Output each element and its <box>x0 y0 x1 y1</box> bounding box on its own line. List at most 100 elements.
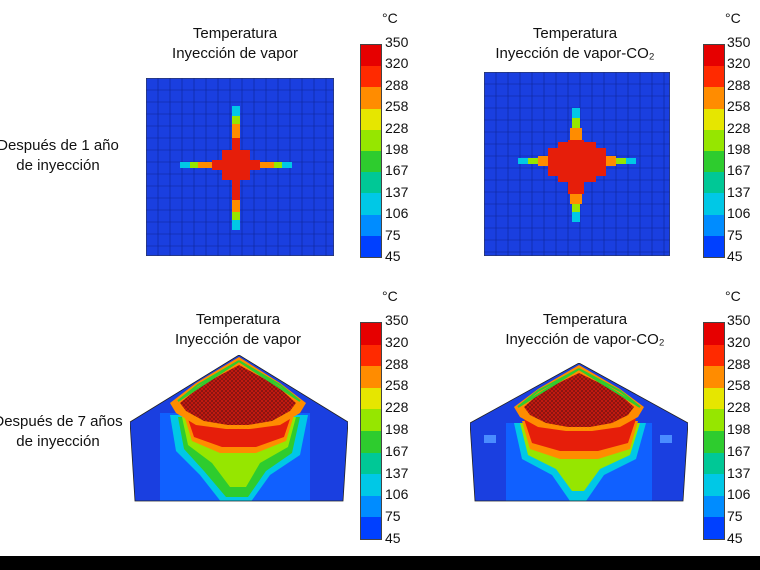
colorbar-unit-bottom-left: °C <box>382 288 398 304</box>
colorbar-tick-label: 198 <box>727 421 751 437</box>
colorbar-segment <box>361 214 381 236</box>
colorbar-tick-label: 320 <box>385 333 409 350</box>
colorbar-tick-label: 75 <box>385 508 401 525</box>
colorbar-segment <box>704 45 724 67</box>
colorbar-segment <box>361 409 381 431</box>
colorbar-segment <box>704 214 724 236</box>
colorbar-tick-label: 45 <box>727 530 743 546</box>
colorbar-tick-label: 350 <box>727 34 751 50</box>
panel-title-bottom-right: Temperatura Inyección de vapor-CO₂ <box>505 311 665 348</box>
colorbar-top-right <box>703 44 725 258</box>
hot-cross-steam-co2-1yr <box>518 108 636 222</box>
colorbar-segment <box>361 66 381 88</box>
colorbar-tick-label: 198 <box>727 141 751 157</box>
colorbar-tick-label: 198 <box>385 141 409 157</box>
colorbar-tick-label: 228 <box>727 119 751 136</box>
colorbar-tick-label: 258 <box>385 377 409 394</box>
colorbar-tick-label: 258 <box>385 98 409 115</box>
colorbar-segment <box>704 193 724 215</box>
colorbar-tick-label: 320 <box>727 55 751 72</box>
colorbar-ticks-bottom-left: 350 320 288 258 228 198 167 137 106 75 45 <box>385 312 435 550</box>
colorbar-segment <box>361 366 381 388</box>
colorbar-tick-label: 137 <box>385 464 409 481</box>
temperature-field-steam-co2-7yr <box>470 363 688 502</box>
colorbar-tick-label: 167 <box>727 162 751 179</box>
panel-title-bottom-left: Temperatura Inyección de vapor <box>175 311 301 348</box>
colorbar-tick-label: 167 <box>727 442 751 459</box>
colorbar-top-left <box>360 44 382 258</box>
colorbar-tick-label: 75 <box>727 226 743 243</box>
colorbar-tick-label: 350 <box>727 312 751 328</box>
colorbar-segment <box>361 495 381 518</box>
colorbar-tick-label: 75 <box>727 508 743 525</box>
bottom-black-bar <box>0 556 760 570</box>
panel-title-top-left: Temperatura Inyección de vapor <box>172 25 298 62</box>
colorbar-segment <box>361 129 381 151</box>
colorbar-segment <box>361 45 381 67</box>
colorbar-unit-top-left: °C <box>382 10 398 26</box>
colorbar-tick-label: 137 <box>727 464 751 481</box>
colorbar-tick-label: 320 <box>385 55 409 72</box>
colorbar-segment <box>361 150 381 173</box>
colorbar-segment <box>704 323 724 345</box>
colorbar-tick-label: 288 <box>385 76 409 93</box>
colorbar-segment <box>704 387 724 410</box>
colorbar-bottom-right <box>703 322 725 540</box>
colorbar-segment <box>361 323 381 345</box>
colorbar-segment <box>361 108 381 130</box>
colorbar-tick-label: 106 <box>385 486 409 503</box>
colorbar-segment <box>704 495 724 518</box>
colorbar-unit-bottom-right: °C <box>725 288 741 304</box>
colorbar-tick-label: 75 <box>385 226 401 243</box>
colorbar-unit-top-right: °C <box>725 10 741 26</box>
colorbar-tick-label: 137 <box>727 183 751 200</box>
colorbar-ticks-top-right: 350 320 288 258 228 198 167 137 106 75 45 <box>727 34 760 268</box>
colorbar-ticks-top-left: 350 320 288 258 228 198 167 137 106 75 45 <box>385 34 435 268</box>
colorbar-segment <box>704 517 724 539</box>
colorbar-segment <box>361 344 381 367</box>
colorbar-segment <box>704 235 724 257</box>
colorbar-tick-label: 288 <box>727 76 751 93</box>
colorbar-segment <box>704 409 724 431</box>
colorbar-tick-label: 258 <box>727 377 751 394</box>
colorbar-segment <box>361 452 381 475</box>
colorbar-segment <box>704 474 724 496</box>
temperature-field-steam-co2-1yr <box>484 72 670 256</box>
colorbar-segment <box>361 387 381 410</box>
colorbar-bottom-left <box>360 322 382 540</box>
hot-cross-steam-1yr <box>180 106 292 230</box>
colorbar-segment <box>361 193 381 215</box>
colorbar-segment <box>704 366 724 388</box>
colorbar-tick-label: 106 <box>727 205 751 222</box>
colorbar-segment <box>704 430 724 453</box>
colorbar-tick-label: 45 <box>727 248 743 264</box>
colorbar-ticks-bottom-right: 350 320 288 258 228 198 167 137 106 75 45 <box>727 312 760 550</box>
colorbar-tick-label: 288 <box>385 355 409 372</box>
colorbar-tick-label: 320 <box>727 333 751 350</box>
colorbar-segment <box>361 430 381 453</box>
colorbar-segment <box>361 87 381 109</box>
colorbar-segment <box>704 452 724 475</box>
colorbar-segment <box>704 108 724 130</box>
colorbar-tick-label: 228 <box>727 399 751 416</box>
colorbar-segment <box>704 87 724 109</box>
colorbar-tick-label: 350 <box>385 34 409 50</box>
colorbar-tick-label: 228 <box>385 119 409 136</box>
temperature-field-steam-7yr <box>130 355 348 502</box>
row-label-7-years: Después de 7 años de inyección <box>0 413 123 450</box>
temperature-field-steam-1yr <box>146 78 334 256</box>
colorbar-segment <box>704 66 724 88</box>
colorbar-tick-label: 167 <box>385 162 409 179</box>
colorbar-segment <box>704 344 724 367</box>
colorbar-segment <box>361 235 381 257</box>
colorbar-tick-label: 106 <box>727 486 751 503</box>
colorbar-segment <box>704 129 724 151</box>
colorbar-tick-label: 258 <box>727 98 751 115</box>
colorbar-segment <box>704 150 724 173</box>
row-label-1-year: Después de 1 año de inyección <box>0 137 119 174</box>
colorbar-tick-label: 228 <box>385 399 409 416</box>
panel-title-top-right: Temperatura Inyección de vapor-CO₂ <box>495 25 655 62</box>
colorbar-segment <box>361 172 381 194</box>
colorbar-tick-label: 350 <box>385 312 409 328</box>
